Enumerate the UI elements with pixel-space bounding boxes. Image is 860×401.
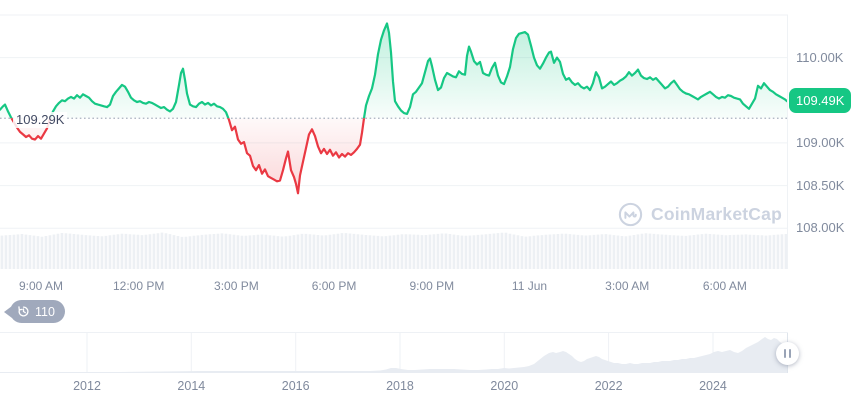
price-chart[interactable]	[0, 0, 860, 270]
timeline-year-label: 2012	[73, 379, 101, 393]
x-axis-tick: 6:00 AM	[702, 279, 747, 293]
timeline-year-label: 2022	[594, 379, 623, 393]
x-axis-tick: 11 Jun	[511, 279, 548, 293]
y-axis-tick: 109.00K	[796, 134, 845, 150]
price-line-above-open	[0, 22, 788, 119]
x-axis-tick: 12:00 PM	[113, 279, 165, 293]
pause-icon	[788, 349, 792, 358]
x-axis-tick: 3:00 AM	[605, 279, 650, 293]
history-badge-pointer	[4, 305, 12, 318]
timeline-scrub-handle[interactable]	[776, 342, 799, 365]
history-clock-icon	[17, 305, 30, 318]
y-axis-tick: 110.00K	[796, 49, 844, 65]
watermark: CoinMarketCap	[618, 202, 782, 227]
x-axis-tick: 3:00 PM	[214, 279, 259, 293]
history-badge-count: 110	[35, 304, 55, 319]
pause-icon	[783, 349, 787, 358]
coinmarketcap-logo-icon	[618, 202, 643, 227]
watermark-text: CoinMarketCap	[651, 204, 782, 224]
timeline-year-label: 2016	[281, 379, 310, 393]
timeline-year-label: 2020	[490, 379, 519, 393]
x-axis-tick: 6:00 PM	[311, 279, 357, 293]
y-axis-tick: 108.00K	[796, 220, 845, 236]
y-axis-tick: 108.50K	[796, 177, 845, 193]
x-axis-tick: 9:00 PM	[409, 279, 455, 293]
timeline-years: 2012 2014 2016 2018 2020 2022 2024	[0, 379, 788, 395]
x-axis-tick: 9:00 AM	[18, 279, 64, 293]
timeline-year-label: 2018	[386, 379, 414, 393]
x-axis: 9:00 AM 12:00 PM 3:00 PM 6:00 PM 9:00 PM 11 J…	[0, 279, 788, 295]
current-price-badge: 109.49K	[789, 88, 852, 113]
timeline-area	[0, 337, 787, 373]
open-price-label: 109.29K	[13, 112, 68, 128]
y-axis: 110.00K 109.00K 108.50K 108.00K	[796, 0, 860, 270]
timeline-year-label: 2024	[699, 379, 727, 393]
timeline-year-label: 2014	[177, 379, 206, 393]
timeline-chart[interactable]	[0, 332, 788, 374]
history-badge[interactable]: 110	[4, 300, 65, 323]
volume-bars	[0, 232, 788, 269]
